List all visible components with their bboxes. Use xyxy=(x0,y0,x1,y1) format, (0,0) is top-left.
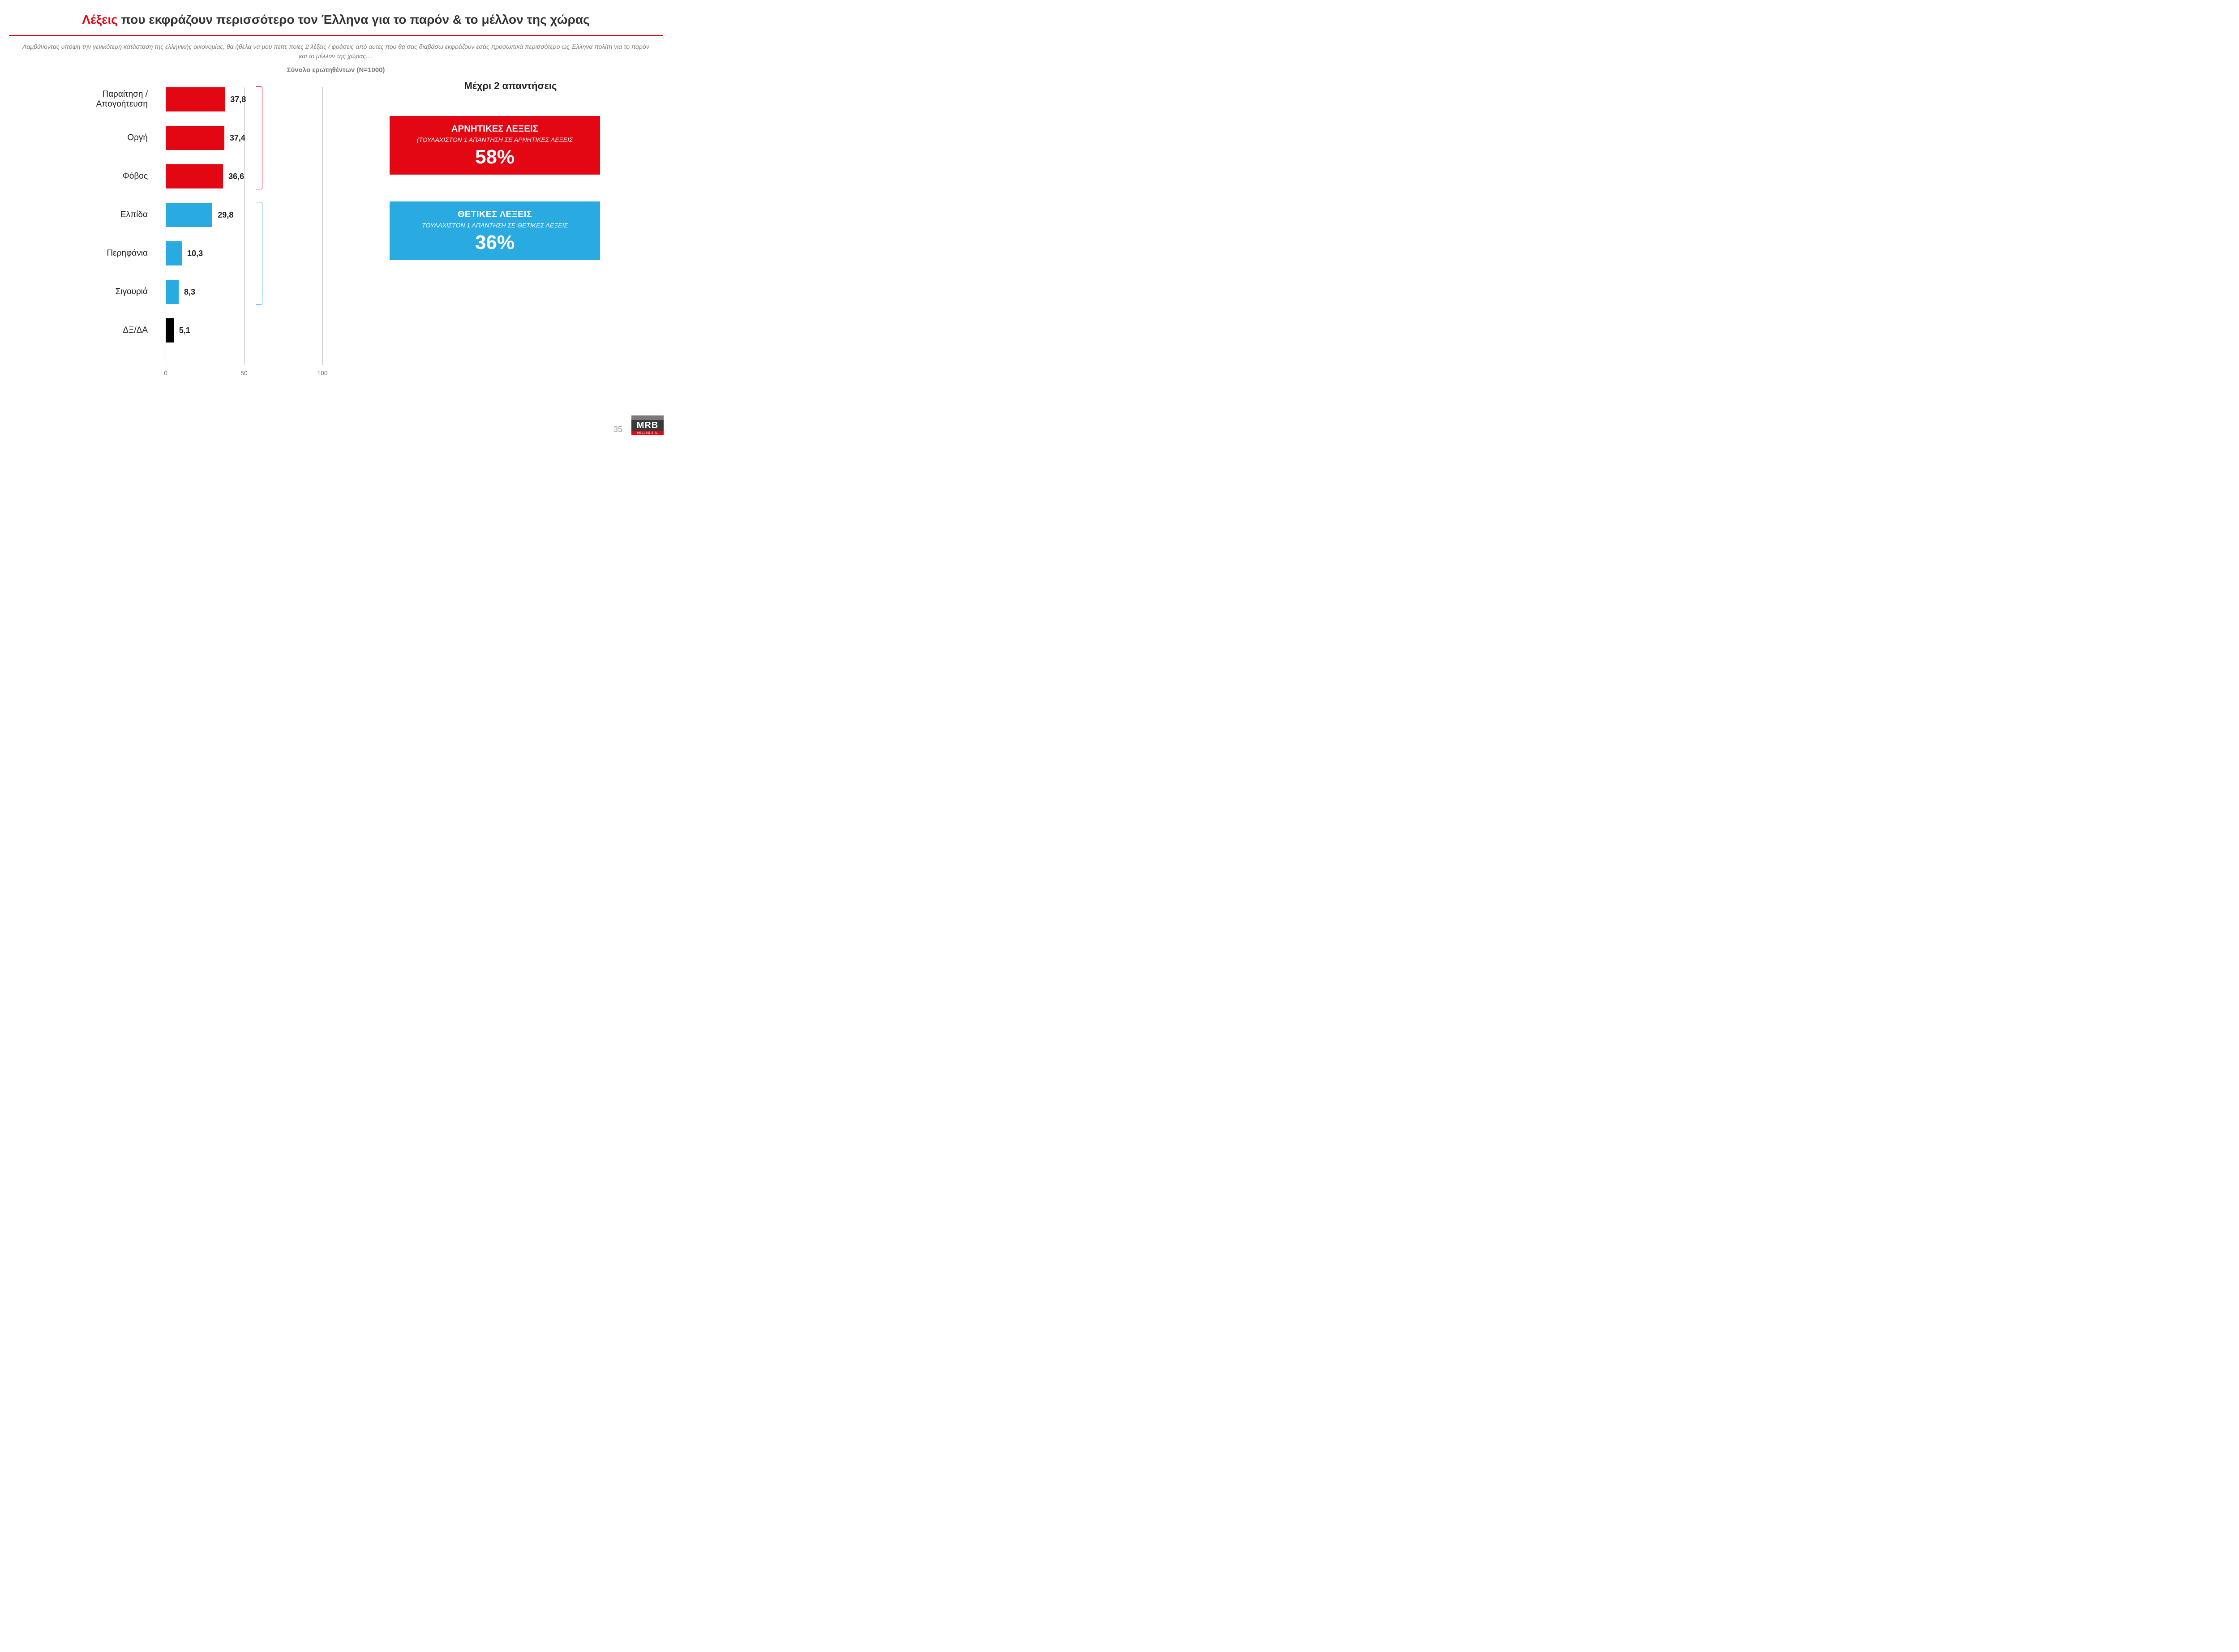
chart-gridline xyxy=(322,87,323,365)
mrb-logo: MRB HELLAS S.A. xyxy=(631,415,664,435)
bar-value-label: 29,8 xyxy=(218,210,233,220)
summary-neg-sub: (ΤΟΥΛΑΧΙΣΤΟΝ 1 ΑΠΑΝΤΗΣΗ ΣΕ ΑΡΝΗΤΙΚΕΣ ΛΕΞ… xyxy=(394,136,596,143)
summary-positive-box: ΘΕΤΙΚΕΣ ΛΕΞΕΙΣ ΤΟΥΛΑΧΙΣΤΟΝ 1 ΑΠΑΝΤΗΣΗ ΣΕ… xyxy=(390,201,600,260)
bar-value-label: 10,3 xyxy=(187,249,203,258)
group-bracket xyxy=(256,202,262,305)
x-tick-label: 50 xyxy=(240,369,248,377)
bar-row: 37,4 xyxy=(166,126,245,150)
bar-category-label: Παραίτηση /Απογοήτευση xyxy=(0,90,157,109)
bar-category-label: Οργή xyxy=(0,133,157,143)
summary-negative-box: ΑΡΝΗΤΙΚΕΣ ΛΕΞΕΙΣ (ΤΟΥΛΑΧΙΣΤΟΝ 1 ΑΠΑΝΤΗΣΗ… xyxy=(390,116,600,175)
question-subtitle: Λαμβάνοντας υπόψη την γενικότερη κατάστα… xyxy=(0,36,672,61)
summary-panel: Μέχρι 2 απαντήσεις ΑΡΝΗΤΙΚΕΣ ΛΕΞΕΙΣ (ΤΟΥ… xyxy=(390,80,631,260)
bar xyxy=(166,318,174,342)
bar-row: 36,6 xyxy=(166,164,244,188)
bar-value-label: 36,6 xyxy=(228,172,244,181)
bar-category-label: Σιγουριά xyxy=(0,287,157,297)
answers-note: Μέχρι 2 απαντήσεις xyxy=(390,80,631,92)
summary-neg-title: ΑΡΝΗΤΙΚΕΣ ΛΕΞΕΙΣ xyxy=(394,124,596,134)
title-rest: που εκφράζουν περισσότερο τον Έλληνα για… xyxy=(118,13,590,26)
bar xyxy=(166,126,224,150)
page-number: 35 xyxy=(613,425,622,434)
content-area: 37,8 37,4 36,6 29,8 10,3 8,3 5,1 0 50 100 Παραίτη… xyxy=(0,83,672,405)
bar-row: 5,1 xyxy=(166,318,190,342)
logo-bar xyxy=(631,415,664,420)
bar-value-label: 8,3 xyxy=(184,287,195,297)
slide-title: Λέξεις που εκφράζουν περισσότερο τον Έλλ… xyxy=(0,0,672,27)
bar-value-label: 37,4 xyxy=(230,133,245,143)
bar-row: 37,8 xyxy=(166,87,246,111)
bar-category-label: Ελπίδα xyxy=(0,210,157,220)
logo-text: MRB xyxy=(631,420,664,431)
bar-category-label: Φόβος xyxy=(0,171,157,181)
logo-subtext: HELLAS S.A. xyxy=(631,431,664,435)
bar xyxy=(166,164,223,188)
bar xyxy=(166,203,212,227)
chart-n-label: Σύνολο ερωτηθέντων (Ν=1000) xyxy=(0,66,672,74)
summary-pos-sub: ΤΟΥΛΑΧΙΣΤΟΝ 1 ΑΠΑΝΤΗΣΗ ΣΕ ΘΕΤΙΚΕΣ ΛΕΞΕΙΣ xyxy=(394,222,596,229)
bar-value-label: 37,8 xyxy=(230,95,246,104)
x-tick-label: 100 xyxy=(317,369,327,377)
bar xyxy=(166,87,225,111)
bar-value-label: 5,1 xyxy=(179,326,190,335)
bar-row: 29,8 xyxy=(166,203,233,227)
bar-row: 8,3 xyxy=(166,280,195,304)
bar xyxy=(166,241,182,265)
hbar-chart: 37,8 37,4 36,6 29,8 10,3 8,3 5,1 0 50 100 Παραίτη… xyxy=(0,83,376,405)
bar xyxy=(166,280,179,304)
summary-neg-pct: 58% xyxy=(394,146,596,168)
group-bracket xyxy=(256,86,262,189)
bar-category-label: Περηφάνια xyxy=(0,248,157,258)
summary-pos-title: ΘΕΤΙΚΕΣ ΛΕΞΕΙΣ xyxy=(394,210,596,220)
bar-row: 10,3 xyxy=(166,241,203,265)
bar-category-label: ΔΞ/ΔΑ xyxy=(0,325,157,335)
summary-pos-pct: 36% xyxy=(394,231,596,254)
title-highlight: Λέξεις xyxy=(82,13,117,26)
x-tick-label: 0 xyxy=(164,369,167,377)
